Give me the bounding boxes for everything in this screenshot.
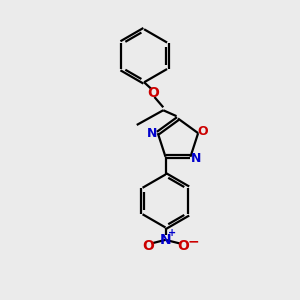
Text: N: N <box>190 152 201 165</box>
Text: +: + <box>168 228 176 239</box>
Text: −: − <box>188 234 199 248</box>
Text: O: O <box>147 85 159 100</box>
Text: N: N <box>147 127 158 140</box>
Text: O: O <box>197 125 208 138</box>
Text: N: N <box>160 233 171 247</box>
Text: O: O <box>142 239 154 254</box>
Text: O: O <box>177 239 189 254</box>
